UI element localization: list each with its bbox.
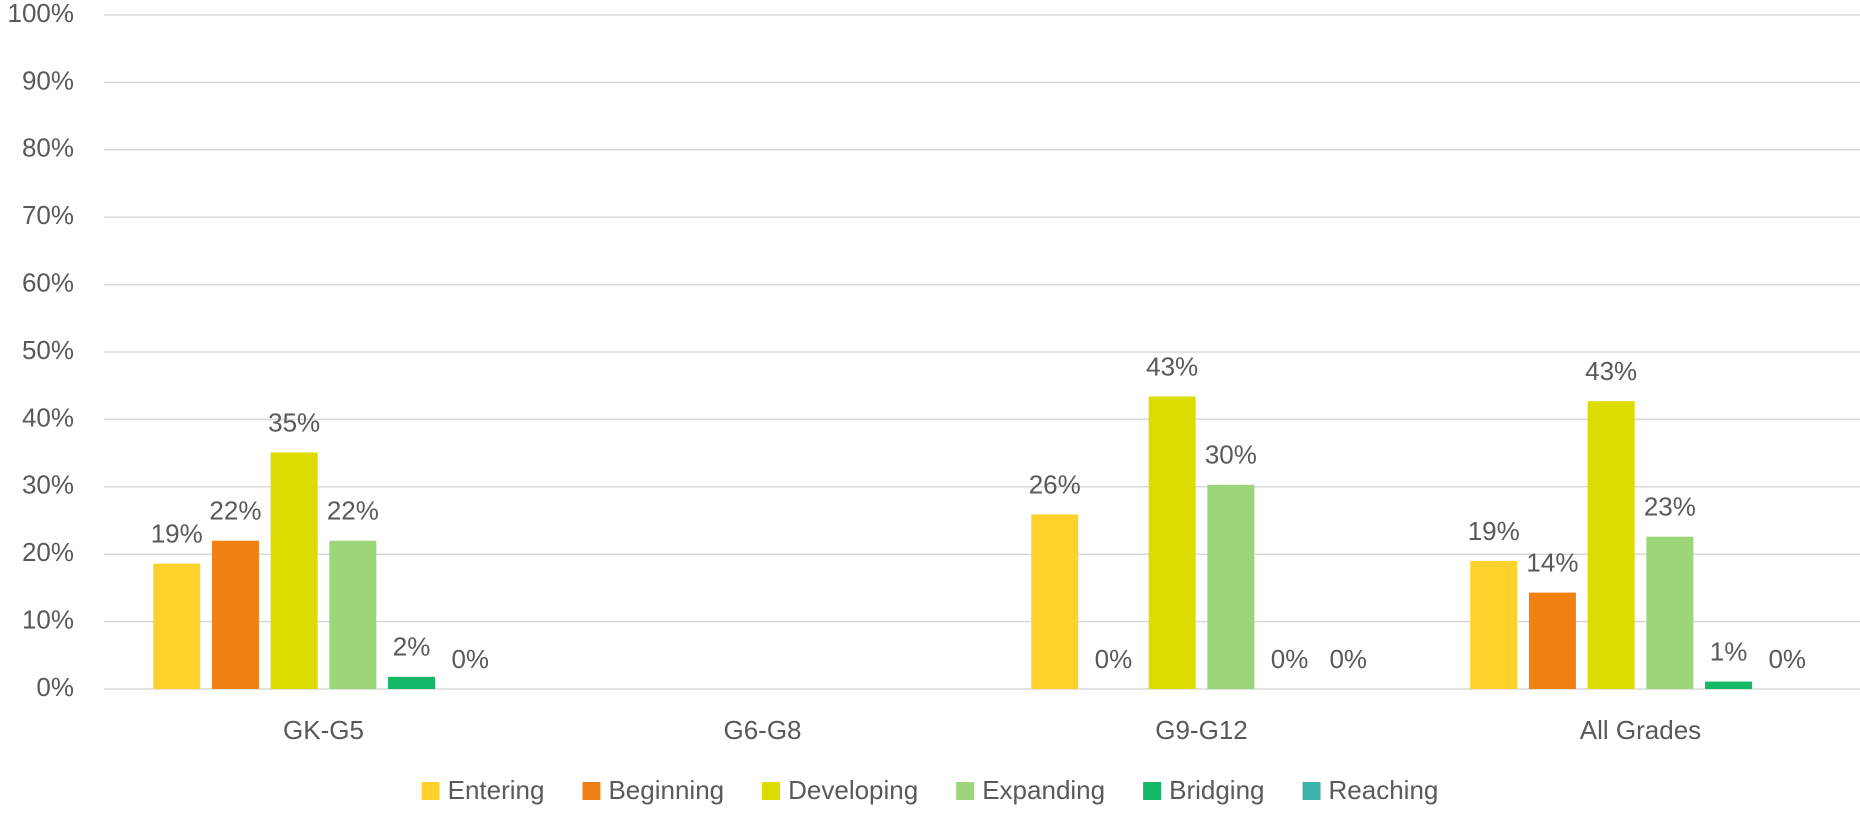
y-tick-label: 20%: [22, 537, 74, 567]
legend-swatch: [1302, 782, 1321, 800]
data-label: 23%: [1644, 492, 1696, 522]
legend-swatch: [582, 782, 601, 800]
y-tick-label: 80%: [22, 133, 74, 163]
bar: [1705, 681, 1753, 689]
data-label: 0%: [1768, 644, 1806, 674]
legend-label: Bridging: [1169, 775, 1264, 805]
data-label: 0%: [1329, 644, 1367, 674]
bar: [1646, 536, 1694, 689]
x-tick-label: All Grades: [1580, 715, 1701, 745]
y-tick-label: 60%: [22, 267, 74, 297]
x-tick-label: G9-G12: [1155, 715, 1248, 745]
legend-swatch: [762, 782, 781, 800]
bar: [1031, 514, 1079, 689]
bar: [1207, 484, 1255, 689]
data-label: 0%: [1271, 644, 1309, 674]
legend-swatch: [956, 782, 975, 800]
y-tick-label: 50%: [22, 335, 74, 365]
y-tick-label: 90%: [22, 65, 74, 95]
data-label: 22%: [209, 496, 261, 526]
bar: [1587, 401, 1635, 689]
data-label: 43%: [1585, 356, 1637, 386]
y-tick-label: 0%: [36, 672, 74, 702]
data-label: 43%: [1146, 351, 1198, 381]
legend-label: Beginning: [608, 775, 724, 805]
bar: [329, 540, 377, 689]
data-label: 14%: [1526, 547, 1578, 577]
legend-swatch: [421, 782, 440, 800]
legend-label: Entering: [448, 775, 545, 805]
bar: [388, 676, 436, 689]
legend-label: Reaching: [1329, 775, 1439, 805]
x-tick-label: GK-G5: [283, 715, 364, 745]
bar: [270, 452, 318, 689]
bar: [211, 540, 259, 689]
data-label: 19%: [151, 519, 203, 549]
data-label: 1%: [1710, 636, 1748, 666]
legend-label: Developing: [788, 775, 918, 805]
data-label: 22%: [327, 496, 379, 526]
x-tick-label: G6-G8: [723, 715, 801, 745]
legend-swatch: [1143, 782, 1162, 800]
legend-label: Expanding: [982, 775, 1105, 805]
bar: [1470, 560, 1518, 689]
data-label: 26%: [1029, 469, 1081, 499]
y-tick-label: 100%: [8, 0, 75, 28]
y-tick-label: 10%: [22, 604, 74, 634]
data-label: 19%: [1468, 516, 1520, 546]
data-label: 0%: [1095, 644, 1133, 674]
data-label: 35%: [268, 407, 320, 437]
bar: [1528, 592, 1576, 689]
bar: [1148, 396, 1196, 689]
data-label: 30%: [1205, 440, 1257, 470]
y-tick-label: 70%: [22, 200, 74, 230]
y-tick-label: 40%: [22, 402, 74, 432]
data-label: 2%: [393, 632, 431, 662]
data-label: 0%: [451, 644, 489, 674]
bar: [153, 563, 201, 689]
y-tick-label: 30%: [22, 470, 74, 500]
